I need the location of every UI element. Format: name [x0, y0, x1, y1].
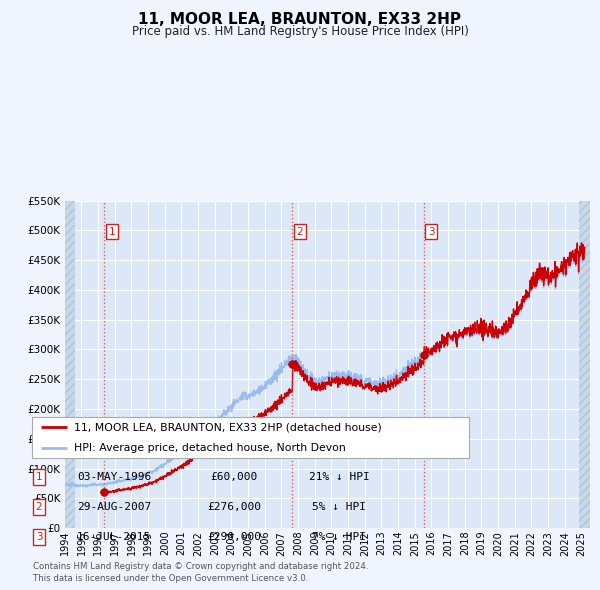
Text: 29-AUG-2007: 29-AUG-2007 — [77, 502, 151, 512]
Text: 5% ↓ HPI: 5% ↓ HPI — [312, 502, 366, 512]
Text: 2: 2 — [296, 227, 303, 237]
Text: 1: 1 — [35, 472, 43, 481]
Text: 7% ↓ HPI: 7% ↓ HPI — [312, 532, 366, 542]
Text: Price paid vs. HM Land Registry's House Price Index (HPI): Price paid vs. HM Land Registry's House … — [131, 25, 469, 38]
Bar — [65, 201, 75, 528]
Text: £276,000: £276,000 — [207, 502, 261, 512]
FancyBboxPatch shape — [32, 417, 469, 458]
Text: 3: 3 — [428, 227, 434, 237]
Text: £290,000: £290,000 — [207, 532, 261, 542]
Text: 11, MOOR LEA, BRAUNTON, EX33 2HP: 11, MOOR LEA, BRAUNTON, EX33 2HP — [139, 12, 461, 27]
Text: 3: 3 — [35, 532, 43, 542]
Text: Contains HM Land Registry data © Crown copyright and database right 2024.: Contains HM Land Registry data © Crown c… — [33, 562, 368, 571]
Text: 21% ↓ HPI: 21% ↓ HPI — [308, 472, 370, 481]
Text: This data is licensed under the Open Government Licence v3.0.: This data is licensed under the Open Gov… — [33, 574, 308, 583]
Text: 2: 2 — [35, 502, 43, 512]
Text: 11, MOOR LEA, BRAUNTON, EX33 2HP (detached house): 11, MOOR LEA, BRAUNTON, EX33 2HP (detach… — [74, 422, 382, 432]
Text: 16-JUL-2015: 16-JUL-2015 — [77, 532, 151, 542]
Text: £60,000: £60,000 — [211, 472, 257, 481]
Text: 03-MAY-1996: 03-MAY-1996 — [77, 472, 151, 481]
Text: 1: 1 — [109, 227, 115, 237]
Bar — [579, 201, 590, 528]
Text: HPI: Average price, detached house, North Devon: HPI: Average price, detached house, Nort… — [74, 443, 346, 453]
